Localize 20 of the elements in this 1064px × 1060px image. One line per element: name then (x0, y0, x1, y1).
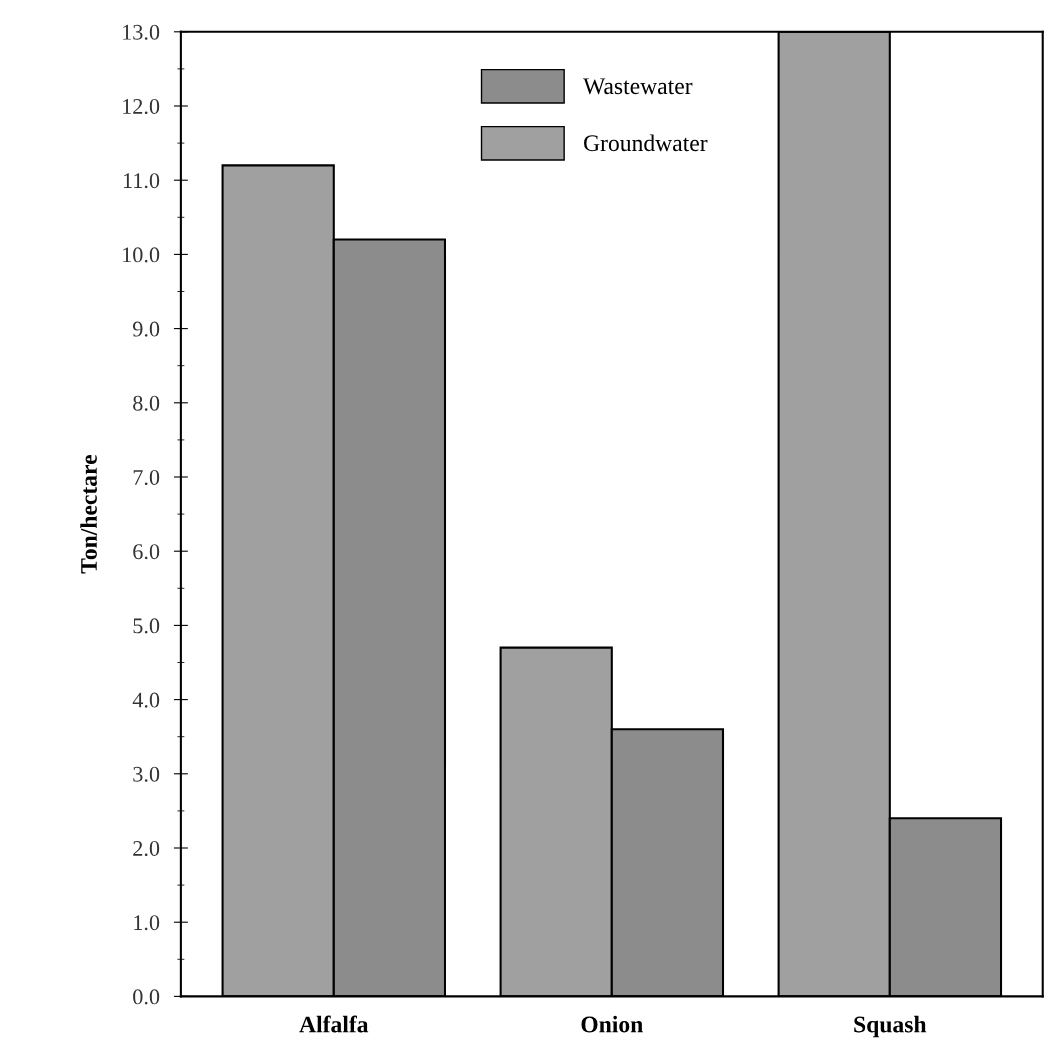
y-tick-label: 2.0 (133, 840, 160, 857)
y-tick-label: 1.0 (134, 915, 160, 931)
x-tick-label: Squash (854, 1015, 927, 1038)
y-tick-label: 0.0 (133, 989, 160, 1005)
y-tick-label: 4.0 (132, 692, 160, 708)
y-tick-label: 8.0 (133, 395, 160, 411)
legend-label: Wastewater (583, 78, 693, 95)
y-axis-title: Ton/hectare (80, 455, 97, 574)
y-tick-label: 11.0 (123, 173, 160, 189)
y-tick-label: 7.0 (133, 469, 160, 486)
y-tick-label: 9.0 (132, 321, 160, 337)
y-tick-label: 10.0 (123, 247, 160, 263)
y-tick-label: 13.0 (123, 24, 160, 40)
x-tick-label: Onion (581, 1015, 643, 1033)
y-tick-label: 12.0 (123, 98, 160, 115)
y-tick-label: 6.0 (133, 544, 160, 560)
y-tick-label: 3.0 (133, 766, 160, 782)
legend-label: Groundwater (584, 134, 708, 152)
x-tick-label: Alfalfa (299, 1015, 369, 1033)
y-tick-label: 5.0 (133, 618, 160, 634)
